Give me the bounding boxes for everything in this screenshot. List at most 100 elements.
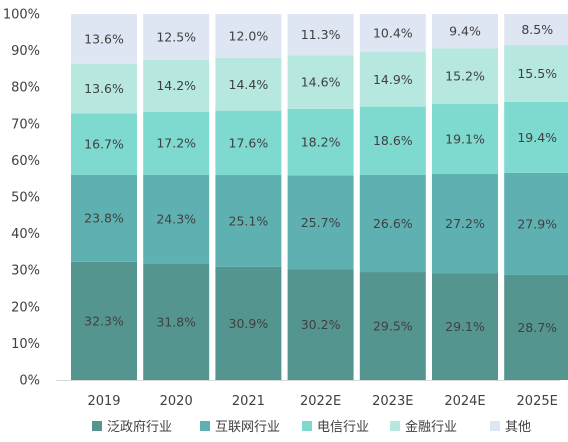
bar-segment <box>359 106 426 175</box>
bar-segment <box>504 101 568 173</box>
legend-swatch <box>200 421 210 431</box>
data-label: 15.2% <box>445 69 485 84</box>
bar-segment <box>71 261 137 380</box>
data-label: 29.5% <box>373 319 413 334</box>
x-tick-label: 2020 <box>160 394 193 409</box>
legend-label: 电信行业 <box>317 420 369 435</box>
bar-segment <box>143 14 210 60</box>
data-label: 17.6% <box>229 135 269 150</box>
data-label: 19.1% <box>445 131 485 146</box>
data-label: 15.5% <box>517 66 557 81</box>
x-tick-label: 2025E <box>517 394 558 409</box>
y-tick-label: 60% <box>11 154 40 169</box>
data-label: 10.4% <box>373 26 413 41</box>
bar-segment <box>71 174 137 262</box>
y-axis: 0% 10% 20% 30% 40% 50% 60% 70% 80% 90% 100% <box>3 8 40 389</box>
bar-segment <box>287 55 354 109</box>
y-tick-label: 10% <box>11 337 40 352</box>
data-label: 11.3% <box>301 27 341 42</box>
bar-segment <box>71 63 137 114</box>
bar-segment <box>504 14 568 46</box>
x-axis: 2019 2020 2021 2022E 2023E 2024E 2025E <box>56 380 560 409</box>
data-label: 8.5% <box>521 22 553 37</box>
legend-label: 金融行业 <box>405 419 457 435</box>
bar-segment <box>143 59 210 112</box>
y-tick-label: 20% <box>11 300 40 315</box>
legend: 泛政府行业 互联网行业 电信行业 金融行业 其他 <box>92 419 531 435</box>
data-label: 25.7% <box>301 215 341 230</box>
bar-segment <box>432 48 498 105</box>
data-label: 12.5% <box>156 29 196 44</box>
bar-segment <box>287 14 354 56</box>
bar-segment <box>432 273 498 380</box>
data-label: 29.1% <box>445 319 485 334</box>
data-label: 17.2% <box>156 136 196 151</box>
y-tick-label: 30% <box>11 264 40 279</box>
data-label: 9.4% <box>449 24 481 39</box>
bar-segment <box>359 174 426 273</box>
data-label: 13.6% <box>84 81 124 96</box>
data-label: 19.4% <box>517 130 557 145</box>
data-label: 26.6% <box>373 216 413 231</box>
bar-segment <box>504 45 568 102</box>
data-label: 14.4% <box>229 77 269 92</box>
y-tick-label: 50% <box>11 191 40 206</box>
data-label: 14.2% <box>156 78 196 93</box>
data-label: 23.8% <box>84 211 124 226</box>
bar-segment <box>215 266 282 380</box>
bar-segment <box>71 14 137 64</box>
x-tick-label: 2023E <box>372 394 413 409</box>
bar-segment <box>359 14 426 53</box>
data-label: 16.7% <box>84 137 124 152</box>
bar-segment <box>432 173 498 274</box>
data-label: 18.6% <box>373 133 413 148</box>
bar-segment <box>432 14 498 49</box>
bar-segment <box>143 263 210 380</box>
bar-segment <box>215 57 282 111</box>
data-label: 27.9% <box>517 216 557 231</box>
bar-segment <box>504 274 568 380</box>
legend-swatch <box>490 421 500 431</box>
legend-label: 互联网行业 <box>215 420 280 435</box>
data-label: 27.2% <box>445 216 485 231</box>
bar-segment <box>287 108 354 176</box>
data-label: 32.3% <box>84 313 124 328</box>
bar-segment <box>359 52 426 107</box>
y-tick-label: 80% <box>11 81 40 96</box>
data-label: 24.3% <box>156 212 196 227</box>
data-label: 13.6% <box>84 31 124 46</box>
bar-segment <box>71 113 137 175</box>
bar-segment <box>215 110 282 176</box>
legend-swatch <box>390 421 400 431</box>
bar-segment <box>287 175 354 270</box>
data-label: 30.2% <box>301 317 341 332</box>
y-tick-label: 0% <box>19 374 40 389</box>
bar-segment <box>143 111 210 175</box>
legend-swatch <box>302 421 312 431</box>
bar-segment <box>215 175 282 267</box>
bar-segment <box>432 104 498 174</box>
y-tick-label: 70% <box>11 117 40 132</box>
bar-segment <box>215 14 282 58</box>
data-label: 14.9% <box>373 72 413 87</box>
data-label: 12.0% <box>229 28 269 43</box>
data-label: 25.1% <box>229 213 269 228</box>
bars-group <box>71 14 568 380</box>
data-label: 28.7% <box>517 320 557 335</box>
bar-segment <box>287 269 354 380</box>
data-label: 31.8% <box>156 314 196 329</box>
y-tick-label: 100% <box>3 8 40 23</box>
legend-swatch <box>92 421 102 431</box>
x-tick-label: 2024E <box>444 394 485 409</box>
y-tick-label: 40% <box>11 227 40 242</box>
x-tick-label: 2019 <box>87 394 120 409</box>
data-label: 30.9% <box>229 316 269 331</box>
bar-segment <box>359 272 426 380</box>
bar-segment <box>143 174 210 264</box>
data-label: 14.6% <box>301 75 341 90</box>
data-labels-group: 32.3% 23.8% 16.7% 13.6% 13.6% 31.8% 24.3% 17.2%… <box>84 22 557 335</box>
x-tick-label: 2022E <box>300 394 341 409</box>
bar-segment <box>504 172 568 275</box>
